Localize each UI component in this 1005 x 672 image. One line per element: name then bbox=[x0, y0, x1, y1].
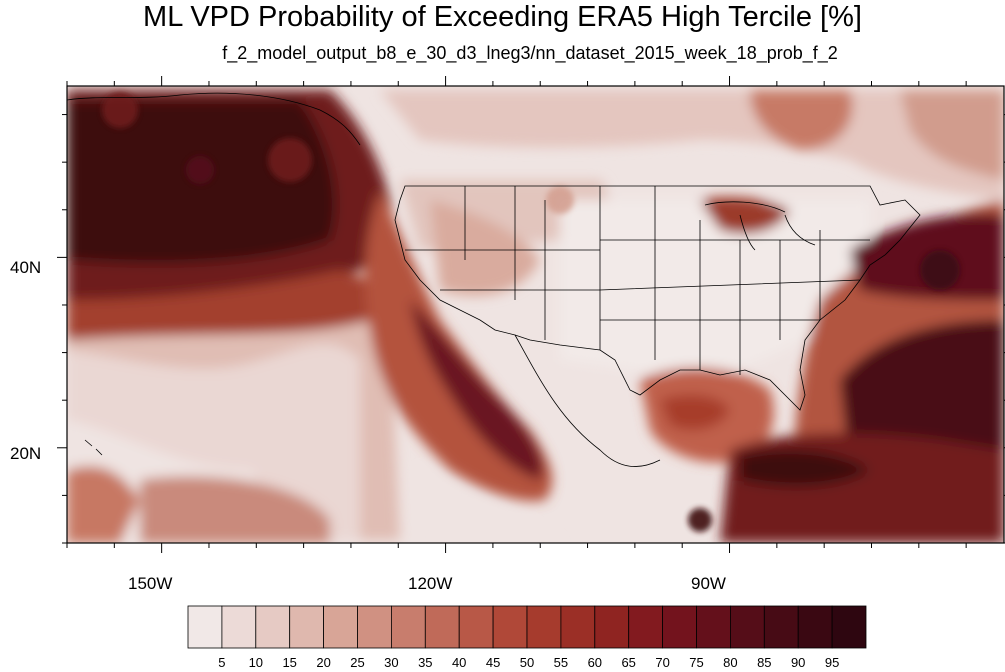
lon-label-120w: 120W bbox=[408, 574, 453, 593]
lat-label-20n: 20N bbox=[10, 444, 42, 463]
colorbar-label: 15 bbox=[282, 655, 297, 670]
colorbar bbox=[187, 605, 867, 649]
map-frame bbox=[66, 85, 1005, 544]
colorbar-label: 80 bbox=[723, 655, 738, 670]
colorbar-label: 35 bbox=[418, 655, 433, 670]
colorbar-swatch bbox=[458, 605, 494, 649]
colorbar-swatch bbox=[255, 605, 291, 649]
colorbar-swatch bbox=[424, 605, 460, 649]
lon-label-90w: 90W bbox=[691, 574, 726, 593]
colorbar-label: 5 bbox=[218, 655, 226, 670]
colorbar-swatch bbox=[323, 605, 358, 649]
lon-label-150w: 150W bbox=[128, 574, 173, 593]
boundary-lines bbox=[67, 92, 921, 467]
colorbar-label: 90 bbox=[790, 655, 806, 670]
chart-title: ML VPD Probability of Exceeding ERA5 Hig… bbox=[143, 1, 862, 33]
colorbar-label: 55 bbox=[553, 655, 569, 670]
colorbar-swatch bbox=[662, 605, 697, 649]
colorbar-swatch bbox=[594, 605, 630, 649]
colorbar-swatch bbox=[526, 605, 562, 649]
colorbar-label: 70 bbox=[655, 655, 670, 670]
colorbar-label: 65 bbox=[621, 655, 636, 670]
colorbar-swatch bbox=[730, 605, 765, 649]
chart-subtitle: f_2_model_output_b8_e_30_d3_lneg3/nn_dat… bbox=[222, 43, 838, 63]
colorbar-label: 10 bbox=[248, 655, 264, 670]
colorbar-swatch bbox=[797, 605, 833, 649]
colorbar-label: 45 bbox=[485, 655, 501, 670]
colorbar-label: 20 bbox=[316, 655, 331, 670]
colorbar-swatch bbox=[357, 605, 392, 649]
colorbar-label: 40 bbox=[451, 655, 467, 670]
colorbar-swatch bbox=[492, 605, 528, 649]
colorbar-swatch bbox=[187, 605, 223, 649]
colorbar-label: 25 bbox=[350, 655, 365, 670]
colorbar-swatch bbox=[560, 605, 596, 649]
lat-label-40n: 40N bbox=[10, 258, 42, 277]
colorbar-swatch bbox=[763, 605, 799, 649]
colorbar-swatch bbox=[628, 605, 664, 649]
colorbar-label: 95 bbox=[824, 655, 840, 670]
colorbar-swatch bbox=[831, 605, 867, 649]
colorbar-swatch bbox=[390, 605, 426, 649]
colorbar-label: 85 bbox=[757, 655, 772, 670]
colorbar-label: 50 bbox=[519, 655, 535, 670]
probability-field bbox=[67, 86, 1004, 543]
colorbar-swatch bbox=[221, 605, 257, 649]
colorbar-swatch bbox=[696, 605, 731, 649]
colorbar-swatch bbox=[289, 605, 325, 649]
colorbar-label: 60 bbox=[587, 655, 603, 670]
colorbar-label: 30 bbox=[384, 655, 399, 670]
colorbar-label: 75 bbox=[689, 655, 704, 670]
